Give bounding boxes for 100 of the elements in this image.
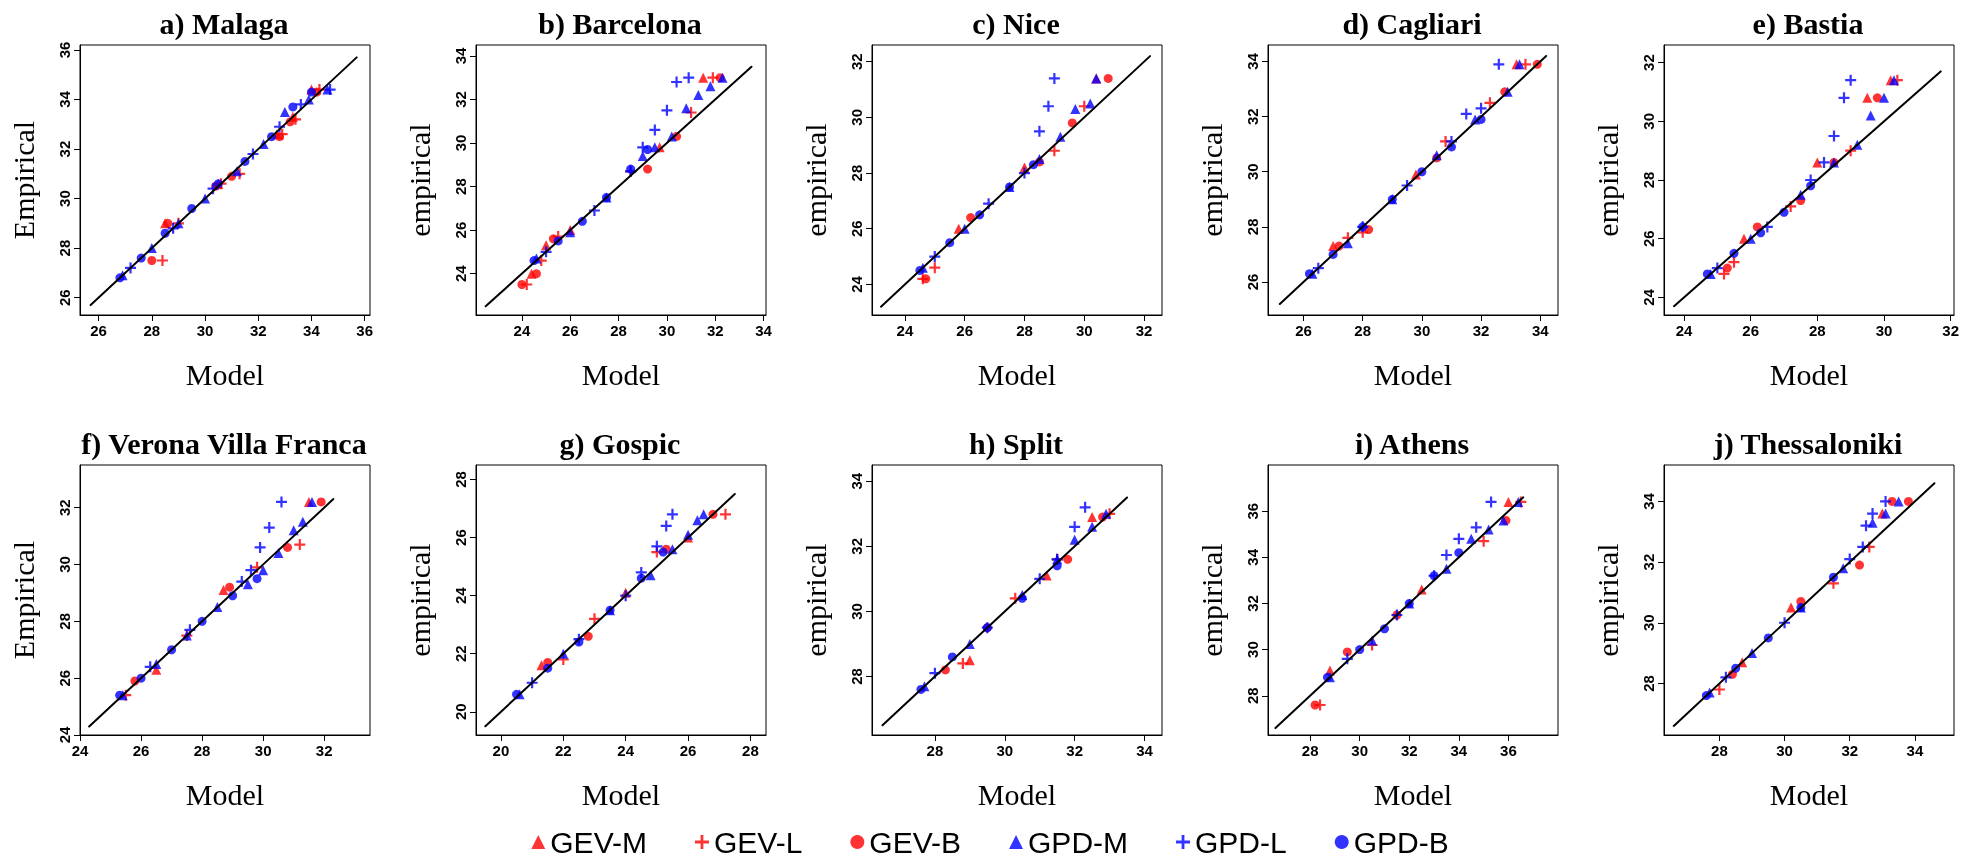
x-tick-label: 32 — [1472, 322, 1490, 339]
y-tick-label: 32 — [1244, 108, 1261, 125]
x-tick-label: 26 — [132, 742, 150, 759]
legend-label: GEV-B — [869, 825, 962, 859]
y-axis-title: Empirical — [6, 540, 40, 660]
x-tick-label: 28 — [143, 322, 161, 339]
chart-title: e) Bastia — [1752, 6, 1864, 41]
x-tick-label: 30 — [196, 322, 214, 339]
x-tick-label: 30 — [254, 742, 272, 759]
x-tick-label: 34 — [1136, 742, 1154, 759]
y-tick-label: 32 — [56, 499, 73, 516]
x-axis-title: Model — [1373, 357, 1453, 391]
x-axis-title: Model — [581, 777, 661, 811]
chart-title: i) Athens — [1354, 426, 1470, 461]
x-tick-label: 24 — [617, 742, 635, 759]
y-tick-label: 34 — [1244, 548, 1261, 566]
x-tick-label: 34 — [1531, 322, 1550, 339]
y-tick-label: 30 — [1244, 163, 1261, 181]
y-tick-label: 36 — [1244, 502, 1261, 520]
x-tick-label: 30 — [996, 742, 1014, 759]
x-tick-label: 34 — [1906, 742, 1924, 759]
y-tick-label: 32 — [848, 537, 865, 555]
legend-label: GPD-L — [1195, 825, 1287, 859]
y-axis-title: empirical — [1194, 123, 1228, 237]
x-tick-label: 32 — [706, 322, 724, 339]
x-tick-label: 30 — [1351, 742, 1369, 759]
x-axis-title: Model — [185, 777, 265, 811]
x-tick-label: 24 — [1675, 322, 1693, 339]
y-axis-title: empirical — [1194, 543, 1228, 657]
x-tick-label: 28 — [610, 322, 627, 339]
y-tick-label: 32 — [1244, 595, 1261, 612]
y-axis-title: empirical — [402, 123, 436, 237]
y-tick-label: 28 — [1244, 218, 1261, 236]
x-axis-title: Model — [185, 357, 265, 391]
x-tick-label: 28 — [1808, 322, 1826, 339]
y-tick-label: 34 — [1244, 52, 1261, 70]
x-tick-label: 22 — [554, 742, 572, 759]
x-tick-label: 28 — [1711, 742, 1728, 759]
y-tick-label: 30 — [1244, 641, 1261, 658]
y-tick-label: 28 — [848, 668, 865, 685]
x-tick-label: 30 — [1776, 742, 1793, 759]
y-tick-label: 28 — [1640, 675, 1657, 692]
x-axis-title: Model — [977, 357, 1057, 391]
x-tick-label: 34 — [755, 322, 773, 339]
chart-title: a) Malaga — [159, 6, 289, 41]
x-tick-label: 32 — [249, 322, 267, 339]
y-tick-label: 32 — [1640, 54, 1657, 71]
x-tick-label: 30 — [1413, 322, 1431, 339]
y-tick-label: 30 — [848, 603, 865, 620]
x-tick-label: 30 — [1075, 322, 1093, 339]
legend-label: GEV-L — [713, 825, 803, 859]
y-tick-label: 30 — [56, 556, 73, 573]
y-tick-label: 28 — [56, 239, 73, 257]
x-axis-title: Model — [581, 357, 661, 391]
y-tick-label: 24 — [1640, 288, 1657, 306]
y-tick-label: 24 — [452, 264, 469, 282]
y-axis-title: Empirical — [6, 120, 40, 240]
x-tick-label: 24 — [71, 742, 89, 759]
x-axis-title: Model — [977, 777, 1057, 811]
x-tick-label: 28 — [742, 742, 759, 759]
x-tick-label: 32 — [1942, 322, 1960, 339]
y-axis-title: empirical — [1590, 123, 1624, 237]
x-tick-label: 32 — [1841, 742, 1859, 759]
x-tick-label: 32 — [1066, 742, 1083, 759]
y-tick-label: 34 — [848, 472, 865, 490]
y-tick-label: 26 — [56, 289, 73, 306]
y-tick-label: 30 — [452, 134, 469, 152]
y-tick-label: 32 — [848, 53, 865, 71]
y-tick-label: 32 — [452, 91, 469, 108]
x-tick-label: 24 — [513, 322, 531, 339]
y-tick-label: 24 — [452, 586, 469, 604]
x-tick-label: 20 — [492, 742, 510, 759]
y-tick-label: 26 — [452, 221, 469, 239]
y-tick-label: 22 — [452, 645, 469, 663]
x-tick-label: 26 — [956, 322, 974, 339]
y-tick-label: 28 — [452, 178, 469, 195]
x-tick-label: 28 — [926, 742, 944, 759]
y-tick-label: 30 — [56, 190, 73, 207]
y-tick-label: 24 — [56, 726, 73, 744]
y-tick-label: 28 — [452, 471, 469, 488]
x-tick-label: 32 — [1400, 742, 1418, 759]
x-tick-label: 30 — [658, 322, 676, 339]
x-tick-label: 24 — [896, 322, 914, 339]
x-tick-label: 28 — [193, 742, 211, 759]
y-tick-label: 28 — [848, 164, 865, 182]
x-axis-title: Model — [1373, 777, 1453, 811]
y-tick-label: 34 — [1640, 492, 1657, 510]
y-axis-title: empirical — [1590, 543, 1624, 657]
x-tick-label: 26 — [561, 322, 579, 339]
y-axis-title: empirical — [798, 543, 832, 657]
x-axis-title: Model — [1769, 777, 1849, 811]
y-tick-label: 28 — [1640, 171, 1657, 189]
x-tick-label: 34 — [303, 322, 321, 339]
x-tick-label: 28 — [1354, 322, 1372, 339]
x-tick-label: 26 — [90, 322, 107, 339]
chart-title: f) Verona Villa Franca — [81, 426, 367, 461]
chart-title: b) Barcelona — [538, 6, 702, 41]
legend-label: GPD-B — [1353, 825, 1449, 859]
x-tick-label: 32 — [1135, 322, 1153, 339]
chart-title: g) Gospic — [559, 426, 681, 461]
